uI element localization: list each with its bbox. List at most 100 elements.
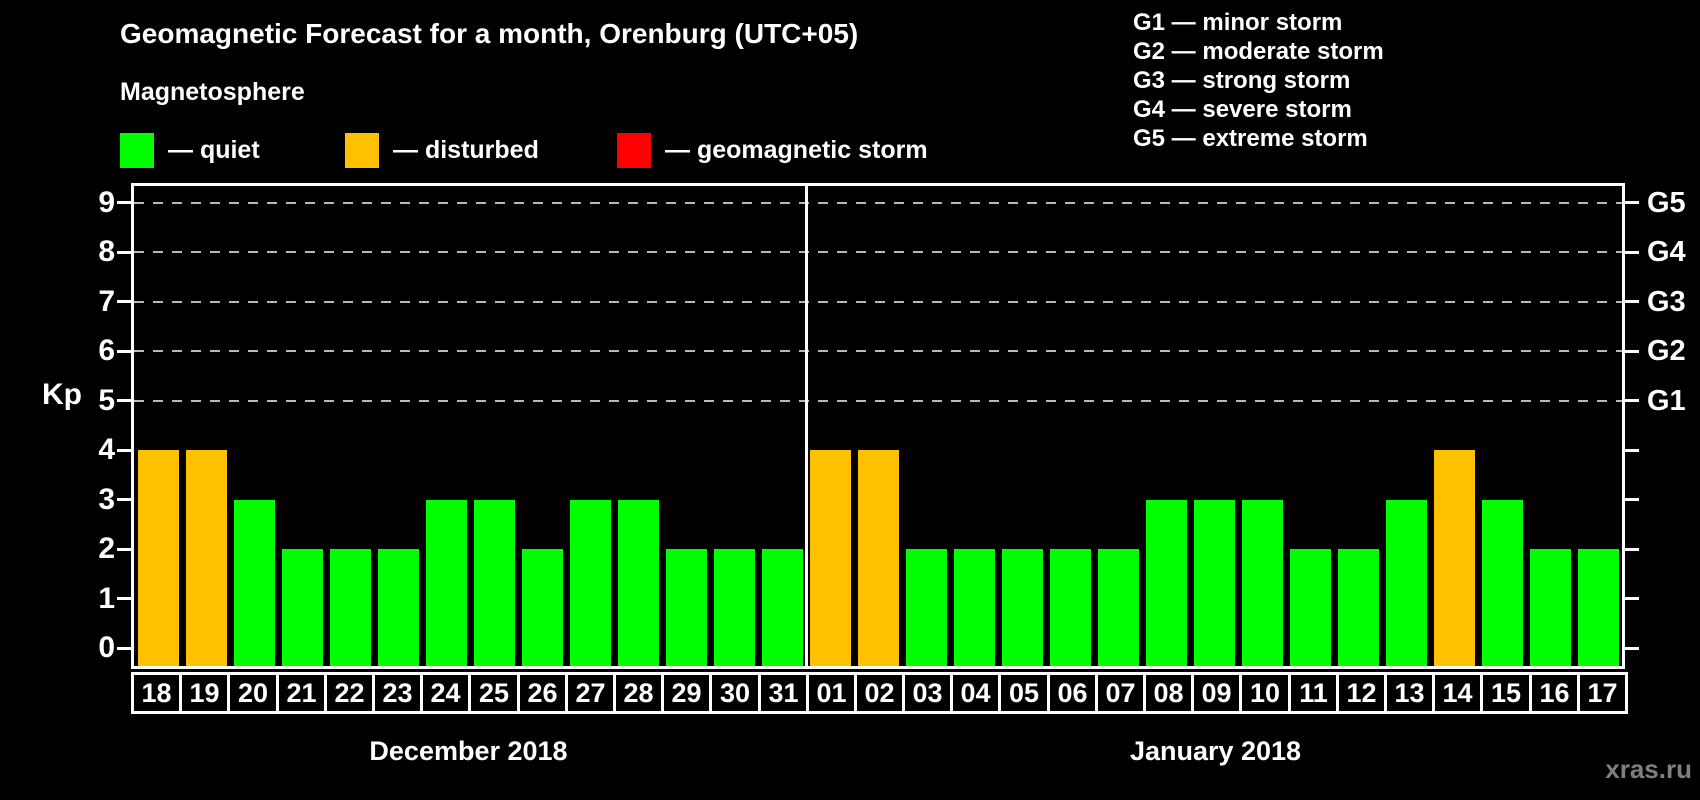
kp-bar-january-16 <box>1529 549 1571 666</box>
kp-bar-january-08 <box>1145 499 1187 666</box>
date-cell-13: 13 <box>1384 672 1435 714</box>
date-cell-17: 17 <box>1577 672 1628 714</box>
date-cell-25: 25 <box>468 672 520 714</box>
date-cell-23: 23 <box>372 672 423 714</box>
date-cell-12: 12 <box>1336 672 1387 714</box>
left-tick-kp0 <box>117 646 131 650</box>
kp-bar-january-10 <box>1241 499 1283 666</box>
date-cell-01: 01 <box>806 672 857 714</box>
date-cell-15: 15 <box>1480 672 1532 714</box>
date-cell-05: 05 <box>998 672 1050 714</box>
left-tick-kp4 <box>117 448 131 452</box>
kp-bar-december-30 <box>713 549 755 666</box>
kp-bar-december-23 <box>377 549 419 666</box>
date-cell-19: 19 <box>179 672 230 714</box>
right-tick-kp9 <box>1625 201 1639 204</box>
kp-bar-january-02 <box>857 450 899 666</box>
date-cell-24: 24 <box>420 672 471 714</box>
date-cell-07: 07 <box>1095 672 1146 714</box>
right-tick-kp5 <box>1625 399 1639 402</box>
left-tick-kp9 <box>117 201 131 204</box>
kp-bar-december-31 <box>761 549 803 666</box>
right-tick-kp8 <box>1625 250 1639 254</box>
left-tick-kp8 <box>117 250 131 254</box>
kp-bar-january-15 <box>1481 499 1523 666</box>
ytick-label-1: 1 <box>98 581 115 615</box>
gridline-kp7 <box>134 300 1622 303</box>
date-cell-29: 29 <box>661 672 712 714</box>
gridline-kp5 <box>134 399 1622 402</box>
right-tick-kp1 <box>1625 597 1639 600</box>
kp-bar-december-25 <box>473 499 515 666</box>
gridline-kp6 <box>134 350 1622 352</box>
kp-bar-december-28 <box>617 499 659 666</box>
g-axis-label-g2: G2 <box>1647 335 1686 367</box>
right-tick-kp3 <box>1625 498 1639 501</box>
ytick-label-0: 0 <box>98 631 115 664</box>
date-cell-11: 11 <box>1288 672 1339 714</box>
kp-bar-january-07 <box>1097 549 1139 666</box>
ytick-label-4: 4 <box>98 433 115 466</box>
kp-bar-january-17 <box>1577 549 1619 666</box>
g-legend-line-4: G4 — severe storm <box>1133 96 1352 123</box>
kp-bar-january-12 <box>1337 549 1379 666</box>
kp-bar-january-14 <box>1433 450 1475 666</box>
legend-label-disturbed: — disturbed <box>393 135 539 164</box>
plot-area <box>134 186 1622 666</box>
legend-swatch-geomagnetic-storm <box>617 132 651 168</box>
ytick-label-2: 2 <box>98 532 115 565</box>
month-separator-line <box>804 186 808 666</box>
kp-bar-january-09 <box>1193 499 1235 666</box>
date-cell-03: 03 <box>902 672 953 714</box>
left-tick-kp1 <box>117 597 131 600</box>
date-cell-20: 20 <box>227 672 279 714</box>
right-tick-kp4 <box>1625 448 1639 452</box>
legend-swatch-disturbed <box>345 132 379 168</box>
legend-item-disturbed: — disturbed <box>345 132 539 168</box>
date-cell-30: 30 <box>709 672 761 714</box>
kp-bar-january-01 <box>809 450 851 666</box>
ytick-label-5: 5 <box>98 383 115 417</box>
date-cell-08: 08 <box>1143 672 1194 714</box>
kp-bar-december-21 <box>281 549 323 666</box>
kp-bar-december-24 <box>425 499 467 666</box>
g-legend-line-2: G2 — moderate storm <box>1133 38 1384 65</box>
legend-item-geomagnetic-storm: — geomagnetic storm <box>617 132 928 168</box>
right-tick-kp6 <box>1625 349 1639 353</box>
g-axis-label-g5: G5 <box>1647 186 1686 219</box>
ytick-label-9: 9 <box>98 185 115 219</box>
kp-bar-january-11 <box>1289 549 1331 666</box>
g-legend-line-1: G1 — minor storm <box>1133 9 1343 36</box>
legend-swatch-quiet <box>120 132 154 168</box>
right-tick-kp7 <box>1625 300 1639 303</box>
kp-bar-january-05 <box>1001 549 1043 666</box>
kp-bar-december-29 <box>665 549 707 666</box>
gridline-kp9 <box>134 201 1622 204</box>
date-cell-10: 10 <box>1239 672 1291 714</box>
left-tick-kp7 <box>117 300 131 303</box>
left-tick-kp3 <box>117 498 131 501</box>
date-cell-16: 16 <box>1529 672 1580 714</box>
watermark: xras.ru <box>1605 754 1692 784</box>
month-label-december: December 2018 <box>369 736 568 766</box>
ytick-label-3: 3 <box>98 482 115 516</box>
kp-bar-january-03 <box>905 549 947 666</box>
right-tick-kp0 <box>1625 646 1639 650</box>
ytick-label-6: 6 <box>98 334 115 367</box>
month-label-january: January 2018 <box>1129 736 1302 766</box>
g-axis-label-g4: G4 <box>1647 236 1686 268</box>
kp-bar-january-13 <box>1385 499 1427 666</box>
g-axis-label-g1: G1 <box>1647 384 1686 417</box>
ytick-label-7: 7 <box>98 284 115 318</box>
kp-bar-december-19 <box>185 450 227 666</box>
date-cell-18: 18 <box>131 672 182 714</box>
legend-item-quiet: — quiet <box>120 132 260 168</box>
kp-bar-january-06 <box>1049 549 1091 666</box>
ytick-label-8: 8 <box>98 235 115 268</box>
kp-bar-december-27 <box>569 499 611 666</box>
date-cell-31: 31 <box>758 672 809 714</box>
g-axis-label-g3: G3 <box>1647 285 1686 318</box>
date-cell-06: 06 <box>1047 672 1098 714</box>
date-cell-02: 02 <box>854 672 905 714</box>
